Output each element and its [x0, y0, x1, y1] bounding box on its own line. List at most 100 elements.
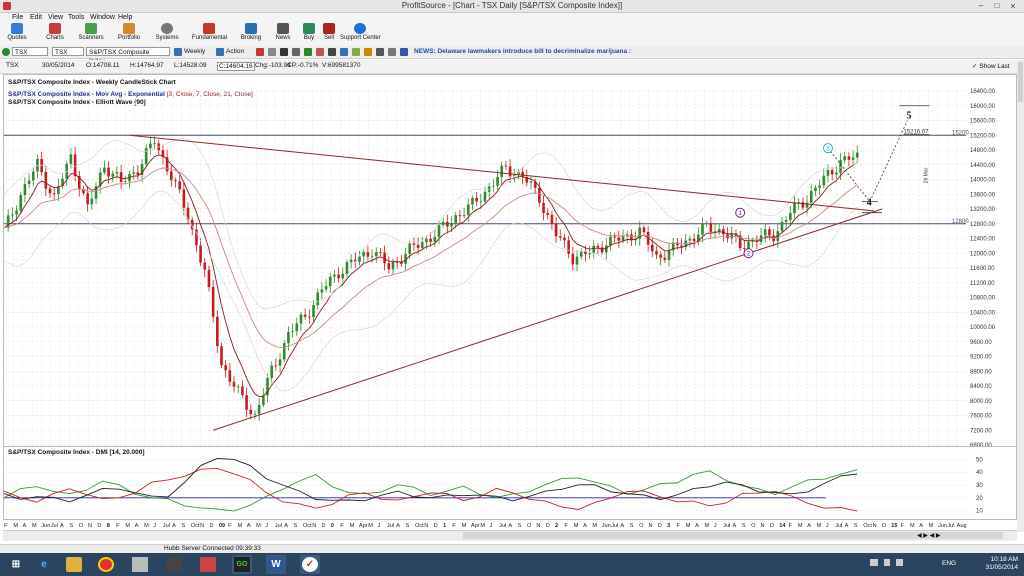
fundamental-button[interactable]: Fundamental [192, 23, 227, 45]
tool-settings-icon[interactable] [328, 48, 336, 56]
x-tick-label: A [919, 523, 923, 529]
tool-print-icon[interactable] [376, 48, 384, 56]
candle-body [257, 404, 261, 414]
start-button[interactable]: ⊞ [6, 555, 26, 574]
maximize-button[interactable]: □ [994, 1, 1000, 10]
tool-layout-icon[interactable] [280, 48, 288, 56]
tool-chart-icon[interactable] [256, 48, 264, 56]
x-tick-label: M [144, 523, 149, 529]
x-tick-label: N [424, 523, 428, 529]
period-icon [174, 48, 182, 56]
date-label: 26 Mar [923, 167, 929, 183]
x-tick-label: M [237, 523, 242, 529]
candle-body [676, 242, 679, 246]
candle-body [692, 238, 696, 242]
tool-alert-icon[interactable] [364, 48, 372, 56]
app-taskbar-button-2[interactable] [198, 555, 218, 574]
tool-indicator-icon[interactable] [352, 48, 360, 56]
explorer-taskbar-button[interactable] [64, 555, 84, 574]
candle-body [144, 148, 148, 164]
tool-zoom-icon[interactable] [292, 48, 300, 56]
support-center-button[interactable]: Support Center [340, 23, 381, 45]
menu-view[interactable]: View [48, 14, 64, 21]
word-taskbar-button[interactable]: W [266, 555, 286, 574]
tool-table-icon[interactable] [340, 48, 348, 56]
candle-body [299, 314, 303, 324]
symbol-input[interactable]: TSX [12, 47, 48, 56]
app-taskbar-button-1[interactable] [164, 555, 184, 574]
candle-body [454, 215, 458, 223]
tool-export-icon[interactable] [400, 48, 408, 56]
tool-pencil-icon[interactable] [316, 48, 324, 56]
minimize-button[interactable]: – [978, 1, 984, 10]
tray-icons[interactable] [870, 559, 930, 569]
horizontal-scrollbar[interactable]: ◀ ▶ ◀ ▶ [3, 530, 1017, 541]
portfolio-button[interactable]: Portfolio [112, 23, 146, 45]
scroll-controls[interactable]: ◀ ▶ ◀ ▶ [917, 533, 941, 539]
x-tick-label: Apr [359, 523, 368, 529]
candle-body [90, 198, 94, 205]
security-name-field[interactable]: S&P/TSX Composite Index [86, 47, 170, 65]
scanners-button[interactable]: Scanners [74, 23, 108, 45]
dmi-indicator-panel[interactable]: S&P/TSX Composite Index - DMI [14, 20.00… [3, 446, 1017, 520]
quotes-button[interactable]: Quotes [0, 23, 34, 45]
ie-taskbar-button[interactable]: e [34, 555, 54, 574]
candle-body [412, 243, 416, 245]
candle-body [94, 186, 98, 199]
menu-window[interactable]: Window [90, 14, 115, 21]
tool-draw-icon[interactable] [304, 48, 312, 56]
menu-tools[interactable]: Tools [68, 14, 85, 21]
menu-help[interactable]: Help [118, 14, 133, 21]
x-tick-label: M [574, 523, 579, 529]
candle-body [479, 201, 483, 203]
x-tick-label: Oct [415, 523, 424, 529]
tool-grid-icon[interactable] [268, 48, 276, 56]
x-tick-label: A [733, 523, 737, 529]
close-button[interactable]: × [1010, 1, 1016, 11]
go-app-icon: GO [234, 557, 250, 572]
broking-button[interactable]: Broking [234, 23, 268, 45]
price-chart-panel[interactable]: S&P/TSX Composite Index - Weekly CandleS… [3, 74, 1017, 447]
sell-button[interactable]: Sell [312, 23, 346, 45]
tool-save-icon[interactable] [388, 48, 396, 56]
news-ticker[interactable]: NEWS: Delaware lawmakers introduce bill … [414, 48, 632, 55]
language-indicator[interactable]: ENG [942, 560, 957, 567]
chrome-taskbar-button[interactable] [96, 555, 116, 574]
charts-button[interactable]: Charts [38, 23, 72, 45]
x-tick-label: Jun [41, 523, 50, 529]
vertical-scrollbar[interactable] [1017, 60, 1024, 532]
x-tick-label: S [69, 523, 73, 529]
candle-body [103, 167, 106, 173]
candle-body [722, 229, 725, 235]
candle-body [492, 185, 495, 187]
x-tick-label: O [527, 523, 532, 529]
vertical-scrollbar-thumb[interactable] [1018, 62, 1023, 102]
x-tick-label: F [4, 523, 8, 529]
x-tick-label: S [630, 523, 634, 529]
x-tick-label: Apr [471, 523, 480, 529]
profitsource-taskbar-button[interactable]: ✓ [300, 555, 320, 574]
action-dropdown[interactable]: Action [226, 48, 245, 55]
clock[interactable]: 10:18 AM 31/05/2014 [985, 556, 1018, 572]
candle-body [546, 212, 550, 215]
menu-file[interactable]: File [12, 14, 24, 21]
menu-edit[interactable]: Edit [30, 14, 43, 21]
app-taskbar-button-3[interactable]: GO [232, 555, 252, 574]
windows-logo-icon: ⊞ [11, 559, 21, 570]
period-dropdown[interactable]: Weekly [184, 48, 206, 55]
candle-body [550, 214, 554, 224]
news-icon [277, 23, 289, 34]
candle-body [701, 223, 704, 235]
link-icon[interactable] [2, 48, 10, 56]
candle-body [69, 154, 73, 164]
systems-button[interactable]: Systems [150, 23, 184, 45]
y-tick-label: 10000.00 [970, 325, 996, 331]
calculator-taskbar-button[interactable] [130, 555, 150, 574]
status-text: Hubb Server Connected 09:39:33 [164, 545, 261, 552]
buy-button[interactable]: Buy [292, 23, 326, 45]
horizontal-scrollbar-thumb[interactable] [463, 532, 1003, 539]
exchange-select[interactable]: TSX [52, 47, 84, 56]
candle-body [31, 171, 35, 181]
news-button[interactable]: News [266, 23, 300, 45]
show-last-checkbox[interactable]: ✓ Show Last [972, 63, 1010, 70]
